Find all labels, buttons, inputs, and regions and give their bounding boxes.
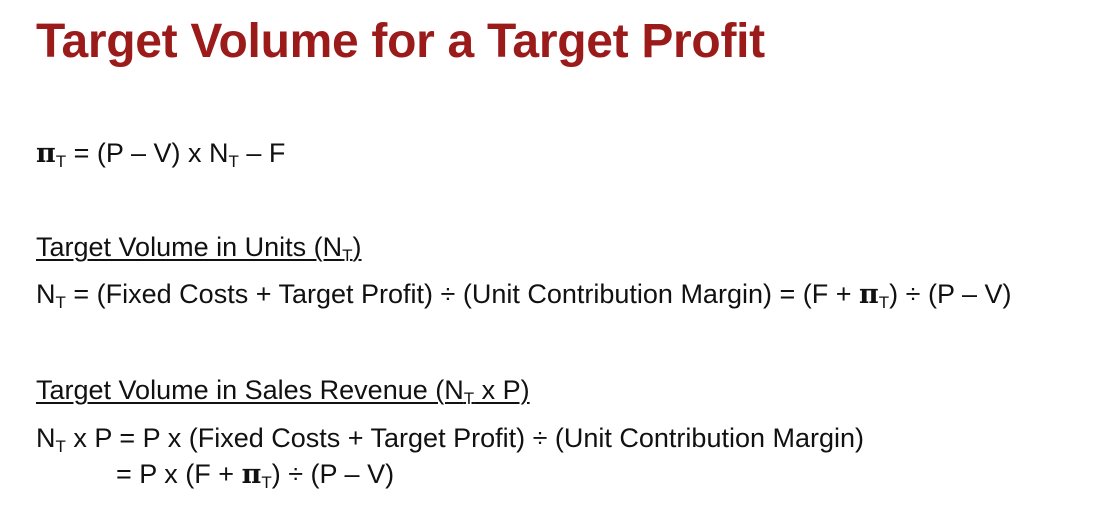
- subscript-t: T: [878, 293, 890, 312]
- pi-symbol: π: [36, 138, 56, 169]
- units-heading-close: ): [352, 232, 362, 262]
- units-formula-part2: ) ÷ (P – V): [889, 279, 1012, 309]
- units-formula: NT = (Fixed Costs + Target Profit) ÷ (Un…: [36, 277, 1012, 312]
- revenue-heading-text: Target Volume in Sales Revenue (N: [36, 375, 464, 405]
- revenue-heading-close: x P): [474, 375, 530, 405]
- revenue-line1-rest: x P = P x (Fixed Costs + Target Profit) …: [65, 423, 865, 453]
- revenue-formula-line-1: NT x P = P x (Fixed Costs + Target Profi…: [36, 421, 864, 455]
- subscript-t: T: [342, 246, 353, 265]
- revenue-line2-part1: = P x (F +: [116, 459, 242, 489]
- subscript-t: T: [261, 473, 272, 492]
- units-section-heading: Target Volume in Units (NT): [36, 230, 362, 264]
- revenue-line2-part2: ) ÷ (P – V): [271, 459, 395, 489]
- n-symbol: N: [36, 423, 56, 453]
- subscript-t: T: [463, 389, 475, 408]
- pi-symbol: π: [859, 279, 879, 310]
- target-profit-formula: πT = (P – V) x NT – F: [36, 136, 285, 171]
- formula-tail: – F: [238, 138, 286, 168]
- subscript-t: T: [55, 293, 66, 312]
- revenue-formula-line-2: = P x (F + πT) ÷ (P – V): [116, 457, 394, 492]
- subscript-t: T: [228, 152, 239, 171]
- subscript-t: T: [55, 152, 67, 171]
- subscript-t: T: [55, 437, 66, 456]
- page-title: Target Volume for a Target Profit: [36, 15, 765, 68]
- formula-rest: = (P – V) x N: [66, 138, 229, 168]
- units-heading-text: Target Volume in Units (N: [36, 232, 343, 262]
- pi-symbol: π: [241, 459, 262, 490]
- revenue-section-heading: Target Volume in Sales Revenue (NT x P): [36, 373, 530, 407]
- n-symbol: N: [36, 279, 56, 309]
- units-formula-part1: = (Fixed Costs + Target Profit) ÷ (Unit …: [65, 279, 859, 309]
